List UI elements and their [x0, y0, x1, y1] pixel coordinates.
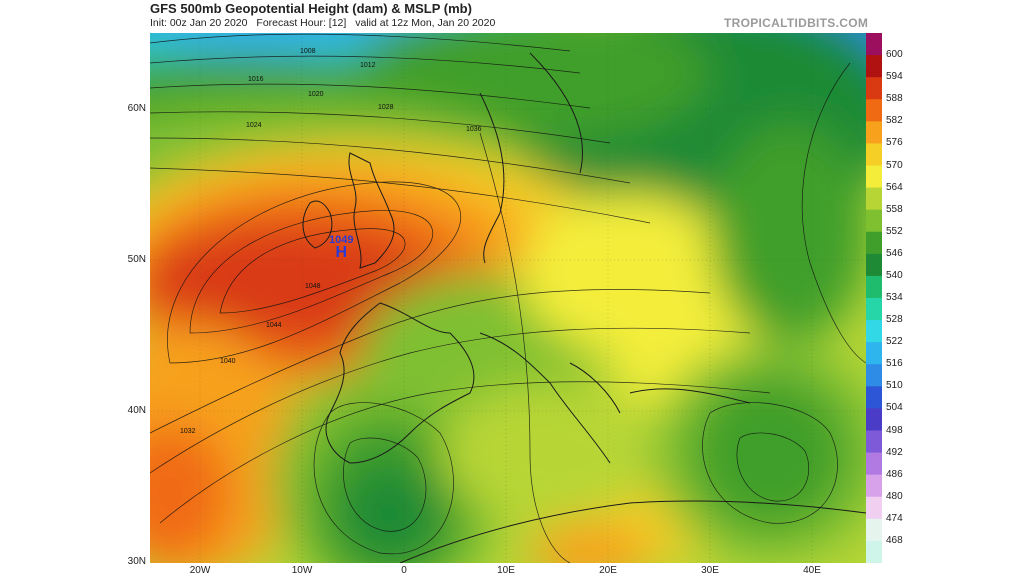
graticule	[150, 33, 866, 563]
colorbar-label: 594	[886, 71, 903, 83]
colorbar-label: 504	[886, 402, 903, 414]
lon-label: 40E	[803, 565, 821, 576]
isobar-label: 1036	[466, 126, 482, 133]
colorbar	[866, 33, 882, 563]
height-fill	[150, 33, 866, 563]
lon-label: 0	[401, 565, 407, 576]
colorbar-swatch	[866, 518, 882, 542]
brand-watermark: TROPICALTIDBITS.COM	[724, 16, 869, 30]
lon-label: 10W	[291, 565, 313, 576]
colorbar-label: 576	[886, 137, 903, 149]
colorbar-label: 564	[886, 181, 903, 193]
colorbar-label: 540	[886, 269, 903, 281]
colorbar-label: 558	[886, 203, 903, 215]
colorbar-label: 480	[886, 490, 903, 502]
colorbar-label: 510	[886, 380, 903, 392]
isobar-labels: 1008 1012 1016 1020 1024 1028 1032 1036 …	[180, 48, 482, 435]
colorbar-swatch	[866, 253, 882, 277]
colorbar-label: 528	[886, 314, 903, 326]
colorbar-label: 534	[886, 292, 903, 303]
colorbar-swatch	[866, 320, 882, 343]
lon-label: 30E	[701, 565, 719, 576]
isobar-label: 1028	[378, 104, 394, 111]
valid-time: valid at 12z Mon, Jan 20 2020	[355, 17, 496, 29]
colorbar-label: 552	[886, 225, 903, 237]
colorbar-swatch	[866, 143, 882, 166]
chart-subtitle: Init: 00z Jan 20 2020 Forecast Hour: [12…	[150, 17, 501, 29]
colorbar-swatch	[866, 33, 882, 56]
colorbar-label: 546	[886, 247, 903, 259]
colorbar-swatch	[866, 231, 882, 255]
colorbar-label: 492	[886, 446, 903, 458]
lat-label: 60N	[127, 103, 146, 114]
colorbar-swatch	[866, 540, 882, 563]
colorbar-label: 522	[886, 336, 903, 348]
colorbar-swatch	[866, 496, 882, 520]
colorbar-swatch	[866, 364, 882, 387]
isobar-label: 1012	[360, 62, 376, 69]
colorbar-swatch	[866, 386, 882, 409]
isobar-label: 1040	[220, 358, 236, 365]
colorbar-label: 498	[886, 424, 903, 436]
colorbar-swatch	[866, 121, 882, 144]
lat-label: 30N	[127, 556, 146, 567]
colorbar-swatch	[866, 99, 882, 122]
colorbar-swatch	[866, 452, 882, 476]
colorbar-label: 516	[886, 358, 903, 370]
colorbar-swatch	[866, 165, 882, 189]
high-pressure-symbol: H	[335, 244, 348, 261]
init-time: Init: 00z Jan 20 2020	[150, 17, 248, 29]
lat-label: 40N	[127, 405, 146, 416]
colorbar-swatch	[866, 408, 882, 431]
colorbar-swatch	[866, 342, 882, 365]
colorbar-label: 474	[886, 512, 903, 524]
colorbar-swatch	[866, 298, 882, 321]
isobar-label: 1044	[266, 322, 282, 329]
coastlines	[302, 52, 866, 563]
lat-label: 50N	[127, 254, 146, 265]
colorbar-swatch	[866, 77, 882, 100]
isobar-label: 1048	[305, 283, 321, 290]
colorbar-swatches	[866, 33, 882, 563]
lon-label: 10E	[497, 565, 515, 576]
high-pressure-center: 1049 H	[329, 234, 353, 262]
isobar-label: 1016	[248, 76, 264, 83]
colorbar-label: 486	[886, 468, 903, 480]
isobar-label: 1008	[300, 48, 316, 55]
chart-title: GFS 500mb Geopotential Height (dam) & MS…	[150, 1, 472, 16]
colorbar-label: 570	[886, 159, 903, 171]
colorbar-swatch	[866, 430, 882, 454]
colorbar-label: 600	[886, 49, 903, 61]
colorbar-swatch	[866, 209, 882, 233]
weather-map: 1008 1012 1016 1020 1024 1028 1032 1036 …	[150, 33, 866, 563]
lon-label: 20W	[189, 565, 211, 576]
isobar-label: 1020	[308, 91, 324, 98]
colorbar-swatch	[866, 474, 882, 498]
colorbar-label: 582	[886, 115, 903, 127]
colorbar-label: 588	[886, 93, 903, 105]
forecast-hour: Forecast Hour: [12]	[256, 17, 347, 29]
colorbar-swatch	[866, 187, 882, 211]
lon-label: 20E	[599, 565, 617, 576]
colorbar-label: 468	[886, 534, 903, 546]
isobar-label: 1032	[180, 428, 196, 435]
colorbar-swatch	[866, 55, 882, 78]
map-canvas: 1008 1012 1016 1020 1024 1028 1032 1036 …	[150, 33, 866, 563]
isobars	[150, 33, 866, 563]
high-pressure-value: 1049	[329, 234, 354, 246]
colorbar-swatch	[866, 275, 882, 299]
isobar-label: 1024	[246, 122, 262, 129]
